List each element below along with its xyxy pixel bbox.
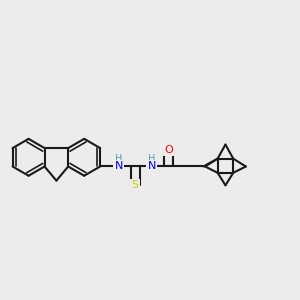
Text: N: N (114, 161, 123, 172)
Text: N: N (148, 161, 156, 172)
Text: S: S (132, 180, 139, 190)
Text: H: H (115, 154, 122, 164)
Text: H: H (148, 154, 155, 164)
Text: O: O (164, 145, 173, 155)
